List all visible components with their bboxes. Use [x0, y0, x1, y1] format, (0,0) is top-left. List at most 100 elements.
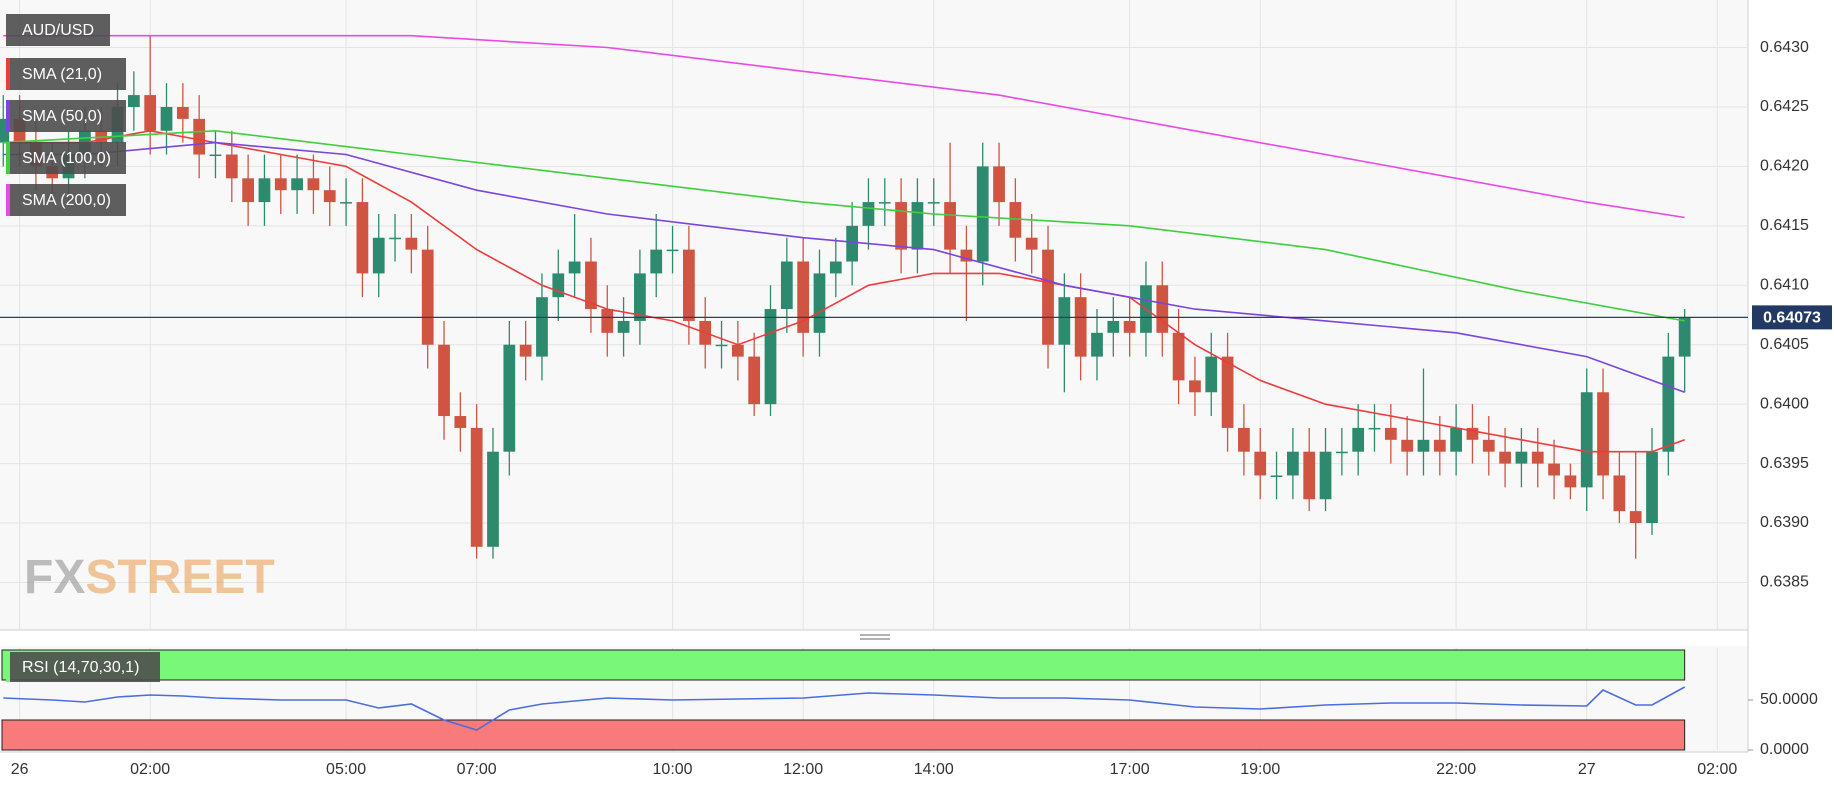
candle-body — [1270, 475, 1283, 477]
legend-title: AUD/USD — [22, 22, 94, 39]
x-tick-label: 19:00 — [1240, 761, 1280, 778]
legend-entry-swatch — [6, 100, 10, 132]
candle-body — [927, 202, 940, 204]
candle-body — [813, 273, 826, 333]
candle-body — [1042, 249, 1054, 345]
candle-body — [1156, 285, 1169, 333]
candle-body — [503, 344, 516, 452]
candle-body — [683, 249, 695, 321]
y-tick-label: 0.6385 — [1760, 574, 1809, 591]
y-tick-label: 0.6420 — [1760, 158, 1809, 175]
y-tick-label: 0.6395 — [1760, 455, 1809, 472]
candle-body — [944, 202, 956, 250]
y-tick-label: 50.0000 — [1760, 691, 1818, 708]
candle-body — [895, 202, 907, 250]
legend-entry-swatch — [6, 58, 10, 90]
x-tick-label: 17:00 — [1110, 761, 1150, 778]
legend-entry-box — [6, 184, 126, 216]
candle-body — [601, 309, 614, 333]
candle-body — [454, 416, 467, 428]
sma-line — [3, 129, 1685, 453]
candle-body — [323, 190, 336, 203]
candle-body — [666, 249, 679, 252]
candle-body — [878, 202, 891, 204]
candle-body — [568, 261, 581, 274]
candle-body — [1629, 511, 1642, 524]
y-tick-label: 0.6390 — [1760, 514, 1809, 531]
rsi-legend-box — [6, 652, 160, 682]
candle-body — [242, 178, 255, 203]
candle-body — [1466, 427, 1479, 440]
candle-body — [1091, 332, 1103, 357]
y-tick-label: 0.6415 — [1760, 217, 1809, 234]
candle-body — [1515, 451, 1528, 464]
candle-body — [1548, 463, 1560, 476]
candle-body — [650, 249, 663, 274]
candle-body — [1433, 439, 1446, 452]
candle-body — [421, 249, 434, 345]
candle-body — [1597, 392, 1609, 476]
legend-entry: SMA (100,0) — [22, 150, 111, 167]
candle-body — [144, 95, 157, 131]
legend-entry-swatch — [6, 184, 10, 216]
watermark: FXSTREET — [24, 551, 275, 604]
candle-body — [291, 178, 303, 191]
rsi-line — [3, 686, 1686, 731]
candle-body — [176, 106, 189, 119]
candle-body — [1074, 297, 1087, 357]
candle-body — [0, 118, 10, 143]
candle-body — [438, 344, 450, 417]
x-tick-label: 26 — [11, 761, 29, 778]
candle-body — [1368, 427, 1381, 430]
candle-body — [1221, 356, 1234, 428]
x-tick-label: 02:00 — [1697, 761, 1737, 778]
y-tick-label: 0.6405 — [1760, 336, 1809, 353]
candle-body — [960, 249, 973, 262]
x-tick-label: 10:00 — [653, 761, 693, 778]
rsi-legend-label: RSI (14,70,30,1) — [22, 659, 139, 676]
candle-body — [585, 261, 597, 310]
y-tick-label: 0.6425 — [1760, 98, 1809, 115]
candle-body — [731, 344, 744, 357]
watermark-suffix: STREET — [85, 551, 274, 604]
candle-body — [1123, 320, 1136, 333]
candle-body — [193, 118, 206, 155]
candle-body — [764, 309, 777, 405]
candle-body — [1303, 451, 1316, 500]
candle-body — [1058, 297, 1071, 345]
candle-body — [1025, 237, 1038, 250]
legend-entry: SMA (50,0) — [22, 108, 102, 125]
candle-body — [1205, 356, 1218, 393]
legend-entry-box — [6, 58, 126, 90]
candle-body — [617, 320, 630, 333]
main-plot-bg — [0, 0, 1748, 630]
y-tick-label: 0.6400 — [1760, 395, 1809, 412]
legend-entry-swatch — [6, 142, 10, 174]
x-tick-label: 12:00 — [783, 761, 823, 778]
rsi-legend-swatch — [6, 652, 10, 682]
candle-body — [780, 261, 793, 310]
candle-body — [829, 261, 842, 274]
candle-body — [1254, 451, 1267, 476]
candle-body — [1662, 356, 1675, 452]
candle-body — [307, 178, 320, 191]
x-tick-label: 05:00 — [326, 761, 366, 778]
x-tick-label: 07:00 — [457, 761, 497, 778]
candle-body — [993, 166, 1005, 203]
candle-body — [225, 154, 238, 179]
candle-body — [340, 202, 352, 204]
candle-body — [127, 95, 140, 107]
sma-line — [3, 129, 1685, 322]
candle-body — [748, 356, 761, 405]
sma-line — [3, 141, 1685, 394]
candle-body — [1238, 427, 1250, 452]
candle-body — [1417, 439, 1430, 452]
legend-entry-box — [6, 100, 126, 132]
candle-body — [372, 237, 385, 274]
candle-body — [1646, 451, 1658, 524]
candle-body — [1009, 202, 1022, 238]
current-price-box — [1752, 305, 1832, 330]
y-tick-label: 0.0000 — [1760, 741, 1809, 758]
rsi-band — [1, 649, 1686, 681]
candle-body — [1335, 451, 1348, 454]
